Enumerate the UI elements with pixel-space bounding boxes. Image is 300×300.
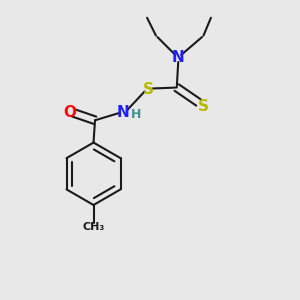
Text: S: S [198, 99, 209, 114]
Text: CH₃: CH₃ [82, 222, 105, 232]
Text: N: N [172, 50, 184, 65]
Text: N: N [117, 105, 130, 120]
Text: H: H [130, 108, 141, 121]
Text: O: O [63, 105, 76, 120]
Text: S: S [143, 82, 154, 97]
